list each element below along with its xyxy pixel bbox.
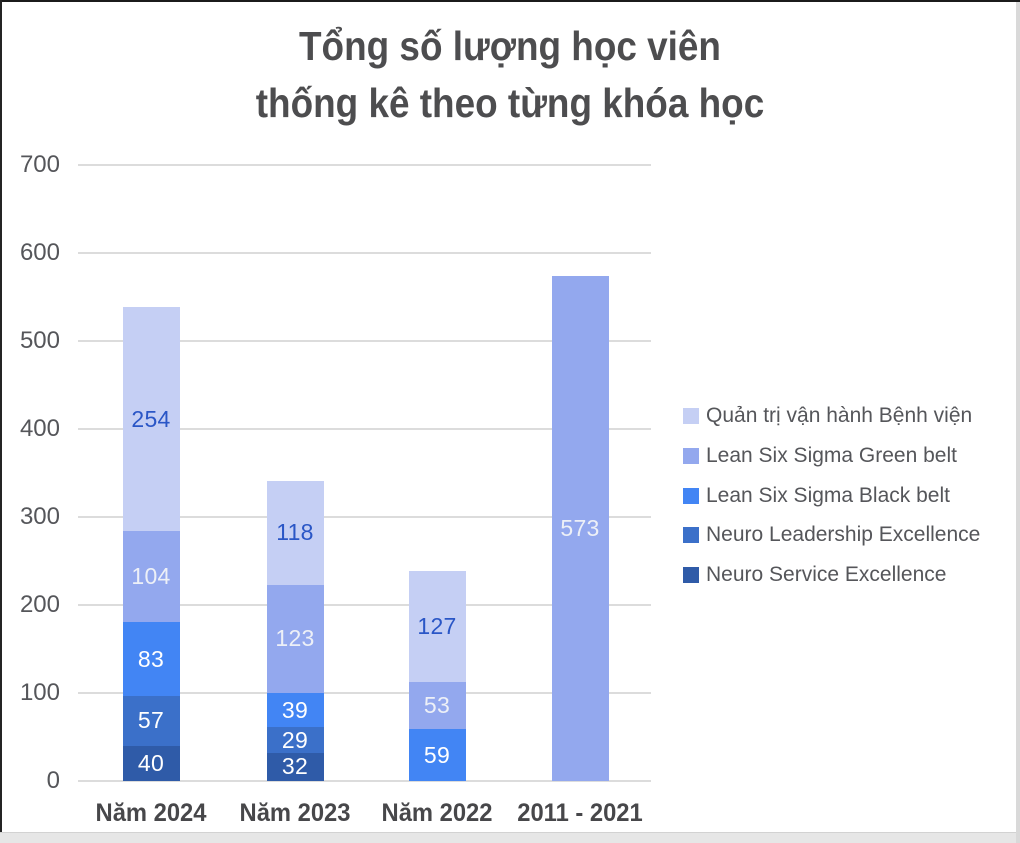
legend-swatch — [683, 567, 699, 583]
x-axis-category-label: Năm 2024 — [95, 799, 207, 827]
bar-segment: 32 — [266, 752, 324, 781]
bar-segment-value-label: 39 — [281, 696, 309, 723]
gridline — [78, 691, 651, 694]
bar-segment: 83 — [122, 622, 180, 696]
bar-segment: 29 — [266, 726, 324, 753]
bar-segment-value-label: 254 — [131, 405, 171, 432]
gridline — [78, 780, 651, 782]
gridline — [78, 515, 651, 518]
chart-title: Tổng số lượng học viên thống kê theo từn… — [255, 23, 765, 126]
bar-segment-value-label: 118 — [276, 519, 314, 546]
gridline — [78, 603, 651, 606]
window-border-bottom — [0, 832, 1016, 843]
y-axis-tick-label: 0 — [46, 767, 60, 794]
legend-swatch — [683, 447, 699, 464]
legend-label: Neuro Leadership Excellence — [706, 523, 981, 547]
y-axis-tick-label: 600 — [19, 238, 60, 266]
y-axis-tick-label: 200 — [19, 590, 60, 618]
bar-segment: 40 — [122, 745, 180, 781]
bar-segment: 39 — [266, 692, 324, 728]
legend-swatch — [683, 408, 699, 424]
bar-segment-value-label: 32 — [281, 753, 309, 780]
legend-label: Neuro Service Excellence — [706, 563, 947, 586]
legend-item: Lean Six Sigma Green belt — [683, 443, 957, 469]
legend-item: Lean Six Sigma Black belt — [683, 483, 950, 509]
gridline — [78, 339, 651, 342]
window-border-top — [0, 0, 1020, 2]
legend-label: Lean Six Sigma Green belt — [706, 443, 957, 467]
bar-segment: 59 — [408, 729, 466, 781]
bar-segment: 104 — [122, 530, 180, 623]
x-axis-category-label: 2011 - 2021 — [517, 799, 643, 827]
legend-label: Lean Six Sigma Black belt — [706, 483, 950, 507]
bar-segment-value-label: 573 — [560, 515, 600, 542]
window-border-right — [1016, 2, 1020, 843]
bar-segment: 123 — [266, 584, 324, 693]
legend-item: Neuro Service Excellence — [683, 562, 946, 588]
y-axis-tick-label: 400 — [19, 414, 60, 442]
bar-segment: 53 — [408, 682, 466, 730]
x-axis-category-label: Năm 2022 — [381, 799, 493, 827]
y-axis-tick-label: 500 — [19, 326, 60, 354]
bar-segment: 118 — [266, 480, 324, 585]
bar-segment-value-label: 83 — [137, 645, 165, 672]
y-axis-tick-label: 700 — [19, 150, 60, 178]
bar-segment-value-label: 29 — [281, 726, 309, 753]
legend-label: Quản trị vận hành Bệnh viện — [706, 404, 973, 427]
x-axis-category-label: Năm 2023 — [239, 799, 351, 827]
bar-segment-value-label: 123 — [275, 625, 315, 652]
bar-segment-value-label: 53 — [423, 692, 451, 719]
bar-segment-value-label: 40 — [137, 749, 165, 776]
bar-segment-value-label: 127 — [417, 612, 457, 639]
bar-segment-value-label: 104 — [131, 563, 171, 590]
legend-item: Quản trị vận hành Bệnh viện — [683, 403, 972, 429]
window-border-left — [0, 0, 2, 832]
legend-item: Neuro Leadership Excellence — [683, 522, 980, 548]
bar-segment: 573 — [551, 276, 609, 781]
legend-swatch — [683, 487, 699, 504]
y-axis-tick-label: 300 — [19, 502, 60, 530]
bar-segment-value-label: 57 — [137, 707, 165, 734]
legend-swatch — [683, 527, 699, 544]
bar-segment: 57 — [122, 695, 180, 746]
bar-segment: 254 — [122, 307, 180, 531]
bar-segment: 127 — [408, 570, 466, 683]
gridline — [78, 251, 651, 254]
gridline — [78, 427, 651, 430]
y-axis-tick-label: 100 — [19, 678, 60, 706]
bar-segment-value-label: 59 — [423, 741, 451, 768]
gridline — [78, 163, 651, 166]
